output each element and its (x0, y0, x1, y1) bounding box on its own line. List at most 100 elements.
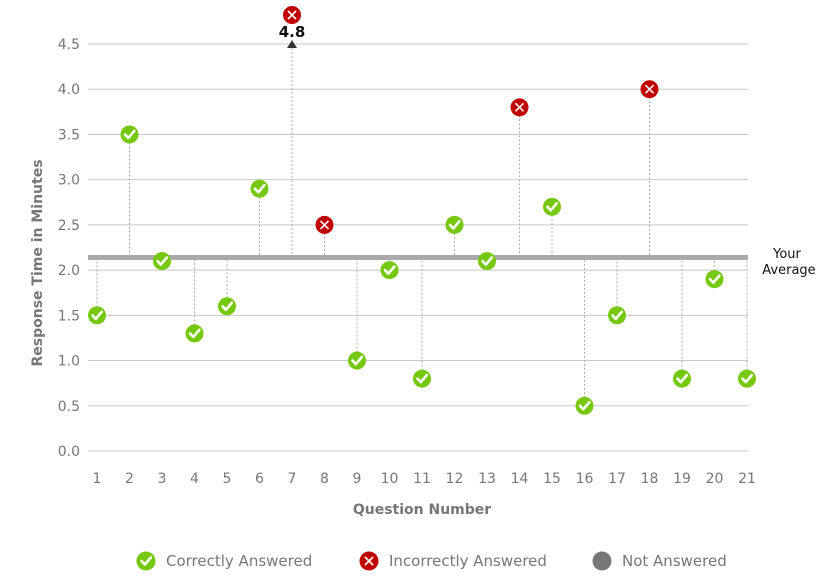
x-tick-label: 9 (353, 471, 362, 487)
checkmark (140, 556, 153, 566)
x-tick-label: 5 (223, 471, 232, 487)
legend-label: Not Answered (622, 552, 727, 570)
check-circle-icon (136, 551, 156, 571)
check-circle-icon (413, 369, 431, 388)
x-mark (287, 10, 297, 20)
legend-marker (136, 551, 156, 571)
checkmark (156, 256, 169, 266)
checkmark (123, 129, 136, 140)
x-tick-label: 8 (320, 471, 329, 487)
x-tick-label: 15 (543, 471, 561, 487)
x-tick-label: 18 (641, 471, 659, 487)
check-circle-icon (673, 369, 691, 388)
checkmark (708, 274, 721, 284)
y-tick-label: 2.5 (58, 218, 80, 234)
checkmark (253, 183, 266, 194)
checkmark (546, 202, 559, 212)
data-point (478, 252, 496, 271)
checkmark (188, 328, 201, 339)
y-tick-label: 1.0 (58, 354, 80, 370)
data-point (120, 125, 139, 144)
data-point (348, 351, 366, 370)
x-tick-label: 11 (413, 471, 431, 487)
data-point (575, 396, 594, 415)
data-point (250, 179, 269, 198)
y-axis-title: Response Time in Minutes (30, 159, 46, 366)
data-point (510, 98, 529, 117)
x-tick-label: 13 (478, 471, 496, 487)
x-tick-label: 17 (608, 471, 626, 487)
data-point (705, 270, 724, 289)
average-label-line1: Your (772, 247, 801, 262)
data-point (218, 297, 236, 316)
checkmark (448, 220, 461, 230)
check-circle-icon (478, 252, 496, 271)
x-tick-label: 20 (706, 471, 724, 487)
y-tick-label: 1.5 (58, 308, 80, 324)
data-point (445, 215, 464, 234)
check-circle-icon (250, 179, 269, 198)
x-tick-label: 19 (673, 471, 691, 487)
check-circle-icon (445, 215, 464, 234)
x-mark (319, 220, 330, 230)
x-tick-label: 7 (288, 471, 297, 487)
check-circle-icon (608, 306, 626, 325)
checkmark (741, 373, 754, 384)
data-point (315, 215, 334, 234)
checkmark (351, 355, 364, 366)
checkmark (416, 373, 429, 384)
data-point (153, 252, 171, 271)
legend-marker (592, 551, 612, 571)
legend-label: Correctly Answered (166, 552, 312, 570)
data-point (738, 369, 756, 388)
legend-label: Incorrectly Answered (389, 552, 547, 570)
data-point (640, 80, 659, 99)
data-point (608, 306, 626, 325)
x-tick-label: 12 (446, 471, 464, 487)
y-tick-label: 3.0 (58, 173, 80, 189)
gray-circle-icon (592, 551, 612, 571)
y-tick-label: 4.0 (58, 82, 80, 98)
check-circle-icon (348, 351, 366, 370)
x-tick-label: 4 (190, 471, 199, 487)
checkmark (481, 256, 494, 266)
check-circle-icon (543, 197, 561, 216)
checkmark (91, 310, 104, 321)
check-circle-icon (88, 306, 106, 325)
checkmark (611, 310, 624, 321)
data-point (543, 197, 561, 216)
data-point (380, 261, 399, 280)
checkmark (676, 373, 689, 384)
drop-lines (96, 44, 748, 406)
y-tick-label: 2.0 (58, 263, 80, 279)
check-circle-icon (218, 297, 236, 316)
legend: Correctly Answered Incorrectly Answered No… (136, 551, 727, 571)
check-circle-icon (705, 270, 724, 289)
data-point (283, 6, 301, 24)
x-tick-label: 16 (576, 471, 594, 487)
checkmark (221, 301, 234, 312)
check-circle-icon (575, 396, 594, 415)
data-point (88, 306, 106, 325)
x-tick-labels: 1 2 3 4 5 6 7 8 9 10 11 12 13 14 15 16 17 18 19 20 21 (93, 471, 756, 487)
y-tick-label: 0.0 (58, 444, 80, 460)
y-tick-labels: 0.0 0.5 1.0 1.5 2.0 2.5 3.0 3.5 4.0 4.5 (58, 37, 80, 460)
y-tick-label: 3.5 (58, 127, 80, 143)
x-mark (364, 556, 374, 566)
check-circle-icon (185, 324, 204, 343)
x-tick-label: 3 (158, 471, 167, 487)
x-axis-title: Question Number (353, 502, 491, 518)
overflow-value-label: 4.8 (279, 23, 306, 41)
overflow-arrow-icon (287, 40, 297, 49)
check-circle-icon (380, 261, 399, 280)
data-point (413, 369, 431, 388)
average-label-line2: Average (762, 263, 815, 278)
check-circle-icon (153, 252, 171, 271)
data-points: 4.8 (88, 6, 756, 415)
x-mark (514, 102, 525, 112)
x-tick-label: 2 (125, 471, 134, 487)
x-tick-label: 6 (255, 471, 264, 487)
data-point (185, 324, 204, 343)
checkmark (578, 400, 591, 411)
